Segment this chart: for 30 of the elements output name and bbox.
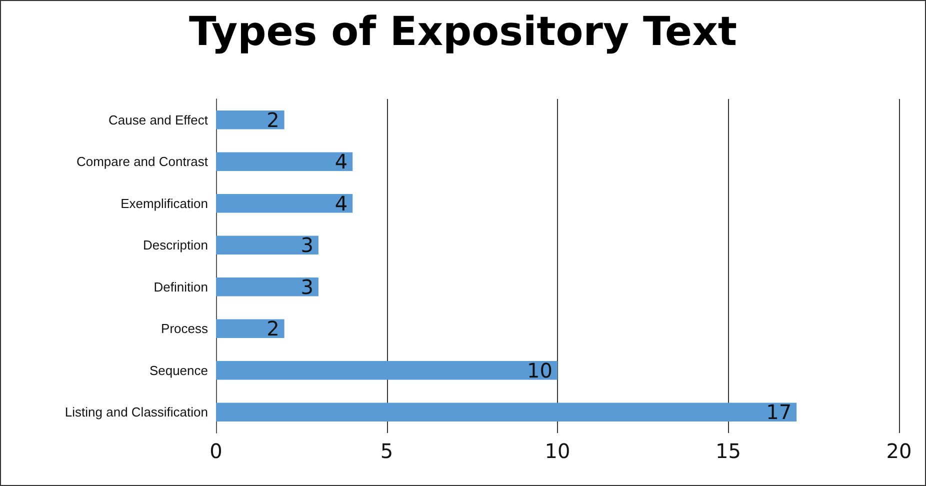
y-tick-label: Cause and Effect [108, 112, 208, 128]
bar [216, 236, 318, 255]
data-label: 10 [527, 358, 552, 382]
x-tick-label: 20 [886, 439, 912, 463]
data-label: 2 [266, 316, 280, 341]
x-tick-label: 0 [210, 439, 222, 463]
x-tick-label: 5 [380, 439, 394, 463]
data-label: 3 [300, 274, 314, 299]
data-label: 4 [334, 191, 348, 216]
y-tick-label: Description [142, 238, 208, 253]
y-tick-label: Sequence [149, 362, 208, 378]
x-tick-label: 15 [716, 439, 741, 463]
y-tick-label: Process [161, 321, 208, 336]
data-label: 3 [300, 233, 314, 258]
y-tick-label: Compare and Contrast [76, 154, 208, 170]
data-label: 17 [766, 400, 792, 424]
bar [216, 194, 353, 213]
data-label: 4 [334, 150, 348, 174]
y-tick-label: Exemplification [120, 196, 208, 211]
chart-title: Types of Expository Text [188, 9, 738, 55]
x-tick-label: 10 [544, 439, 570, 463]
bar [216, 319, 284, 338]
bar [216, 402, 797, 422]
y-tick-label: Listing and Classification [64, 404, 208, 420]
bar [216, 110, 284, 130]
data-label: 2 [266, 108, 280, 132]
bar [216, 360, 558, 380]
bar [216, 277, 318, 296]
y-tick-label: Definition [154, 279, 208, 294]
bar [216, 152, 353, 172]
